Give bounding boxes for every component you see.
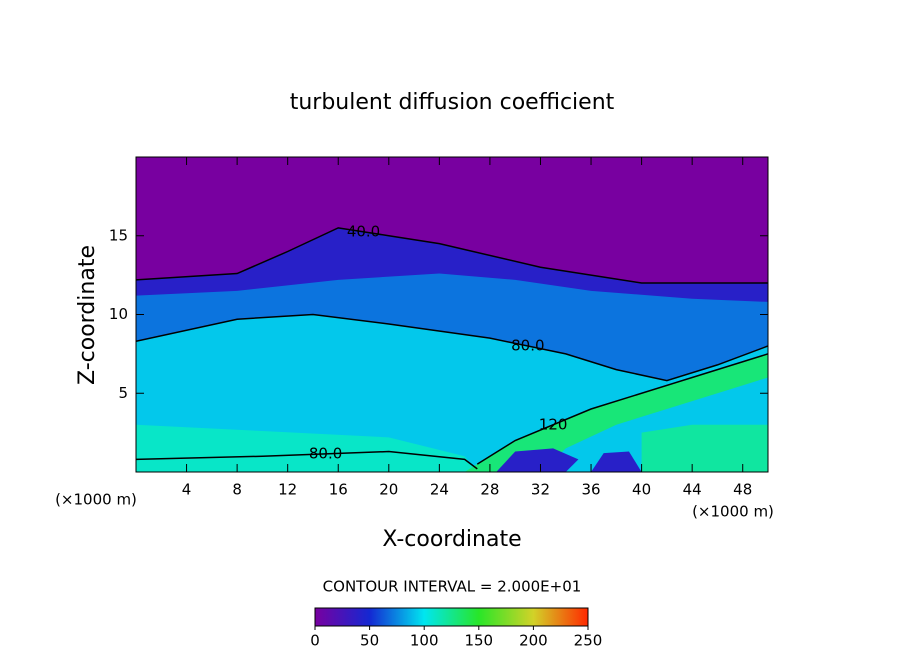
x-tick-label: 32 <box>531 481 550 499</box>
y-tick-label: 5 <box>118 384 128 402</box>
x-tick-label: 4 <box>182 481 192 499</box>
filled-region <box>464 353 768 472</box>
filled-region <box>136 424 478 472</box>
x-unit: (×1000 m) <box>55 491 137 509</box>
x-tick-label: 36 <box>581 481 600 499</box>
x-tick-label: 48 <box>733 481 752 499</box>
colorbar-label: 100 <box>410 632 439 650</box>
colorbar-label: 200 <box>519 632 548 650</box>
colorbar-label: 50 <box>360 632 379 650</box>
contour-line <box>136 313 768 382</box>
x-tick-label: 8 <box>232 481 242 499</box>
x-tick-label: 20 <box>379 481 398 499</box>
x-unit: (×1000 m) <box>692 503 774 521</box>
plot-area: 40.0 80.0 120 80.0 <box>136 157 768 472</box>
contour-note: CONTOUR INTERVAL = 2.000E+01 <box>323 578 582 596</box>
x-tick-label: 40 <box>632 481 651 499</box>
colorbar <box>314 607 589 627</box>
contour-line <box>136 227 768 284</box>
filled-region <box>496 448 579 472</box>
contour-line <box>476 353 768 465</box>
contour-label: 120 <box>539 415 568 433</box>
y-tick-label: 15 <box>109 226 128 244</box>
filled-region <box>591 451 642 472</box>
y-axis-label: Z-coordinate <box>75 245 100 385</box>
filled-region <box>641 424 768 472</box>
x-tick-label: 24 <box>430 481 449 499</box>
x-tick-label: 28 <box>480 481 499 499</box>
x-tick-label: 44 <box>683 481 702 499</box>
contour-line <box>136 450 478 470</box>
contour-label: 80.0 <box>511 337 544 355</box>
x-tick-label: 16 <box>329 481 348 499</box>
colorbar-label: 0 <box>310 632 320 650</box>
colorbar-label: 250 <box>574 632 603 650</box>
y-tick-label: 10 <box>109 305 128 323</box>
contour-label: 40.0 <box>347 222 380 240</box>
colorbar-label: 150 <box>464 632 493 650</box>
x-axis-label: X-coordinate <box>382 527 521 552</box>
x-tick-label: 12 <box>278 481 297 499</box>
chart-title: turbulent diffusion coefficient <box>290 90 615 115</box>
contour-label: 80.0 <box>309 444 342 462</box>
